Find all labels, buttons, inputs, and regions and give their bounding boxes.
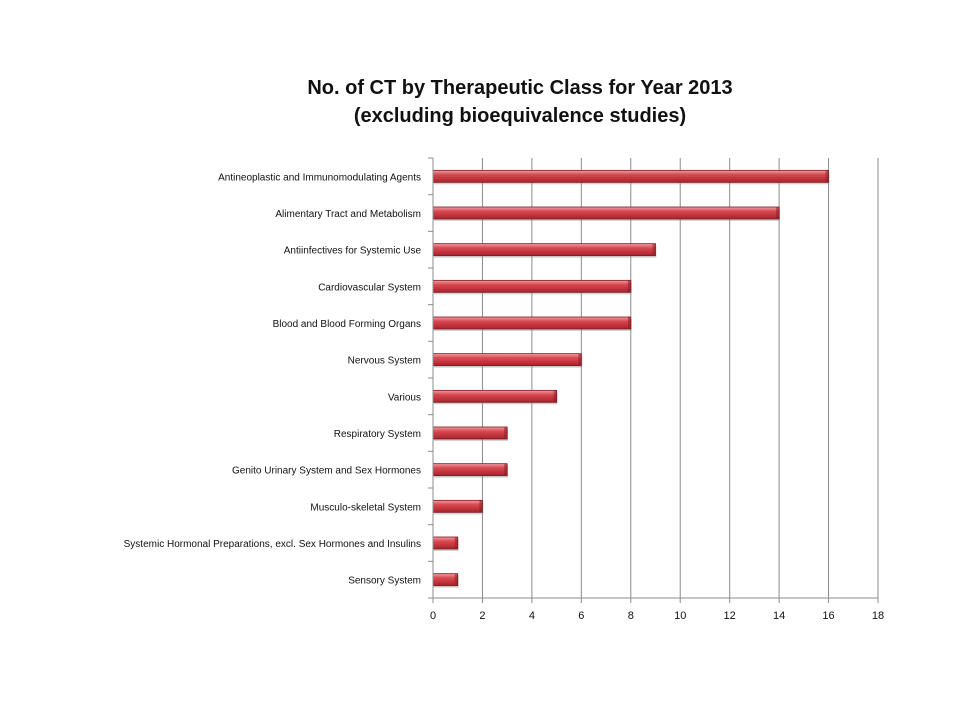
bar-12 xyxy=(432,573,459,587)
category-label: Genito Urinary System and Sex Hormones xyxy=(232,466,421,477)
category-label: Respiratory System xyxy=(334,429,421,440)
bar-end-cap xyxy=(627,280,631,293)
x-tick-label: 18 xyxy=(872,610,884,622)
category-label: Blood and Blood Forming Organs xyxy=(273,319,421,330)
category-label: Systemic Hormonal Preparations, excl. Se… xyxy=(124,539,421,550)
category-label: Alimentary Tract and Metabolism xyxy=(275,209,421,220)
bar-end-cap xyxy=(627,317,631,329)
category-label: Antiinfectives for Systemic Use xyxy=(284,246,422,257)
category-label: Nervous System xyxy=(348,356,421,367)
bar-end-cap xyxy=(825,170,829,183)
chart-subtitle: (excluding bioequivalence studies) xyxy=(353,105,687,127)
bar-end-cap xyxy=(479,500,483,513)
x-tick-label: 12 xyxy=(724,610,736,622)
category-labels: Antineoplastic and Immunomodulating Agen… xyxy=(124,172,422,586)
bar-end-cap xyxy=(578,353,582,366)
bar-end-cap xyxy=(504,427,508,439)
bar-11 xyxy=(432,536,459,550)
bars xyxy=(432,169,830,588)
x-tick-label: 2 xyxy=(479,610,485,622)
bar-7 xyxy=(432,389,558,403)
bar-3 xyxy=(432,243,656,257)
bar-10 xyxy=(432,499,483,513)
bar-end-cap xyxy=(776,207,780,219)
x-tick-label: 4 xyxy=(529,610,535,622)
x-tick-label: 10 xyxy=(674,610,686,622)
x-tick-label: 0 xyxy=(430,610,436,622)
chart-title: No. of CT by Therapeutic Class for Year … xyxy=(0,74,960,130)
bar-end-cap xyxy=(454,537,458,549)
axes xyxy=(428,157,879,603)
bar-end-cap xyxy=(504,463,508,476)
bar-6 xyxy=(432,353,582,367)
bar-2 xyxy=(432,206,780,220)
bar-1 xyxy=(432,169,829,183)
x-tick-label: 6 xyxy=(578,610,584,622)
bar-end-cap xyxy=(553,390,557,403)
bar-5 xyxy=(432,316,632,330)
bar-end-cap xyxy=(454,573,458,586)
x-tick-label: 16 xyxy=(822,610,834,622)
chart-title-line1: No. of CT by Therapeutic Class for Year … xyxy=(307,77,733,99)
category-label: Sensory System xyxy=(348,576,421,587)
x-tick-label: 8 xyxy=(628,610,634,622)
category-label: Antineoplastic and Immunomodulating Agen… xyxy=(218,172,421,183)
category-label: Musculo-skeletal System xyxy=(310,502,421,513)
bar-4 xyxy=(432,279,632,293)
x-tick-labels: 0 2 4 6 8 10 12 14 16 18 xyxy=(430,610,884,622)
bar-end-cap xyxy=(652,243,656,256)
gridlines xyxy=(481,158,879,598)
bar-8 xyxy=(432,426,508,440)
category-label: Various xyxy=(388,392,421,403)
bar-9 xyxy=(432,463,508,477)
category-label: Cardiovascular System xyxy=(318,282,421,293)
x-tick-label: 14 xyxy=(773,610,785,622)
